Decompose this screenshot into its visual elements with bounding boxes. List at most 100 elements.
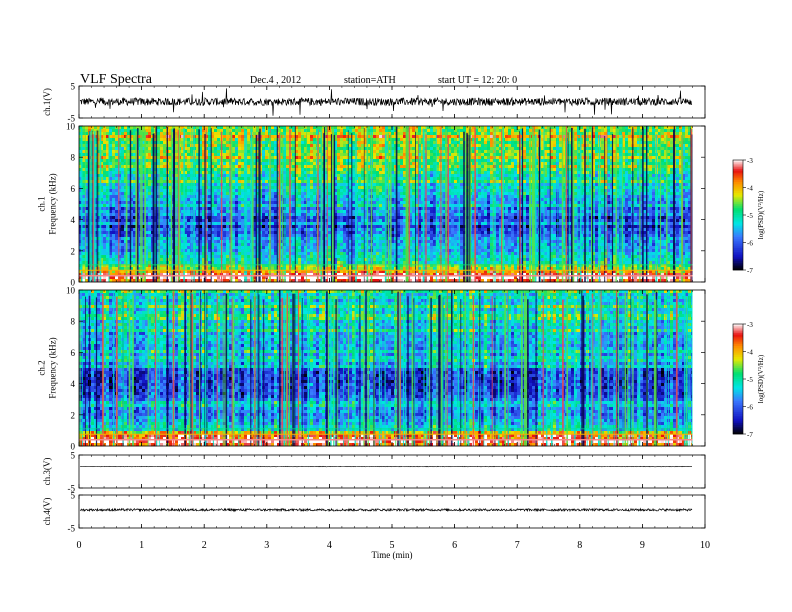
ch1-spectrogram-panel-cell [301, 153, 305, 157]
ch1-spectrogram-panel-cell [202, 144, 206, 148]
ch1-spectrogram-panel-cell [685, 147, 689, 151]
ch1-spectrogram-panel-cell [256, 162, 260, 166]
ch1-spectrogram-panel-cell [562, 153, 566, 157]
ch1-spectrogram-panel-cell [349, 129, 353, 133]
ch1-spectrogram-panel-cell [112, 189, 116, 193]
ch1-spectrogram-panel-cell [229, 141, 233, 145]
ch1-spectrogram-panel-cell [307, 132, 311, 136]
ch1-spectrogram-panel-cell [670, 168, 674, 172]
ch1-spectrogram-panel-cell [349, 135, 353, 139]
ch1-spectrogram-panel-cell [625, 126, 629, 130]
ch1-spectrogram-panel-cell [685, 153, 689, 157]
ch1-spectrogram-panel-cell [235, 129, 239, 133]
ch1-spectrogram-panel-cell [628, 180, 632, 184]
ch1-spectrogram-panel-cell [685, 171, 689, 175]
ch1-spectrogram-panel-cell [541, 165, 545, 169]
ch1-spectrogram-panel-cell [271, 165, 275, 169]
ch1-spectrogram-panel-cell [307, 177, 311, 181]
ch1-spectrogram-panel-cell [334, 156, 338, 160]
ch1-spectrogram-panel-cell [337, 138, 341, 142]
ch1-spectrogram-panel-cell [334, 132, 338, 136]
ch1-spectrogram-panel-cell [454, 195, 458, 199]
ch1-spectrogram-panel-cell [364, 144, 368, 148]
ch1-spectrogram-panel-cell [313, 162, 317, 166]
ch1-spectrogram-panel-cell [604, 159, 608, 163]
ch1-spectrogram-panel-cell [232, 165, 236, 169]
ch1-spectrogram-panel-cell [448, 159, 452, 163]
ch1-spectrogram-panel-cell [286, 162, 290, 166]
ch1-spectrogram-panel-cell [448, 132, 452, 136]
ch1-spectrogram-panel-cell [112, 129, 116, 133]
ch1-spectrogram-panel-cell [271, 192, 275, 196]
ch1-spectrogram-panel-cell [496, 126, 500, 130]
ch1-spectrogram-panel-cell [415, 165, 419, 169]
ch1-spectrogram-panel-cell [394, 156, 398, 160]
ch1-spectrogram-panel-cell [211, 147, 215, 151]
ch1-spectrogram-panel-cell [382, 126, 386, 130]
ch1-spectrogram-panel-cell [409, 147, 413, 151]
ch1-spectrogram-panel-cell [235, 174, 239, 178]
ch1-spectrogram-panel-cell [79, 126, 83, 130]
ch1-spectrogram-panel-cell [142, 150, 146, 154]
ch1-spectrogram-panel-cell [352, 177, 356, 181]
ch1-spectrogram-panel-cell [358, 150, 362, 154]
ch1-spectrogram-panel-cell [340, 192, 344, 196]
ch1-spectrogram-panel-cell [241, 132, 245, 136]
ch1-spectrogram-panel-cell [346, 126, 350, 130]
ch1-spectrogram-panel-cell [427, 174, 431, 178]
ch1-spectrogram-panel-cell [271, 171, 275, 175]
ch1-spectrogram-panel-cell [457, 144, 461, 148]
ch1-spectrogram-panel-cell [376, 174, 380, 178]
ch1-spectrogram-panel-cell [454, 129, 458, 133]
ch1-spectrogram-panel-cell [103, 174, 107, 178]
ch1-spectrogram-panel-cell [337, 126, 341, 130]
ch1-spectrogram-panel-cell [667, 126, 671, 130]
ch1-spectrogram-panel-cell [253, 141, 257, 145]
ch1-spectrogram-panel-cell [352, 162, 356, 166]
ch1-spectrogram-panel-cell [634, 189, 638, 193]
ch1-spectrogram-panel-cell [262, 126, 266, 130]
ch1-spectrogram-panel-cell [349, 132, 353, 136]
ch1-spectrogram-panel-cell [133, 165, 137, 169]
ch1-spectrogram-panel-cell [82, 129, 86, 133]
ch1-spectrogram-panel-cell [94, 126, 98, 130]
ch1-spectrogram-panel-cell [409, 138, 413, 142]
ch1-spectrogram-panel-cell [379, 165, 383, 169]
ch1-spectrogram-panel-cell [133, 129, 137, 133]
ch1-spectrogram-panel-cell [82, 156, 86, 160]
ch1-spectrogram-panel-cell [619, 156, 623, 160]
ch1-spectrogram-panel-cell [670, 174, 674, 178]
ch1-spectrogram-panel-cell [298, 189, 302, 193]
ch1-spectrogram-panel-cell [100, 126, 104, 130]
ch1-spectrogram-panel-cell [280, 159, 284, 163]
ch1-spectrogram-panel-cell [520, 147, 524, 151]
ch1-spectrogram-panel-cell [490, 141, 494, 145]
ch1-spectrogram-panel-cell [487, 162, 491, 166]
ch1-spectrogram-panel-cell [541, 138, 545, 142]
ch1-spectrogram-panel-cell [628, 183, 632, 187]
ch1-spectrogram-panel-cell [265, 180, 269, 184]
ch1-spectrogram-panel-cell [358, 189, 362, 193]
ch1-spectrogram-panel-cell [574, 132, 578, 136]
ch1-spectrogram-panel-cell [112, 159, 116, 163]
ch1-spectrogram-panel-cell [325, 150, 329, 154]
ch1-spectrogram-panel-cell [238, 147, 242, 151]
ch1-spectrogram-panel-cell [199, 126, 203, 130]
ch1-spectrogram-panel-cell [211, 135, 215, 139]
ch1-spectrogram-panel-cell [310, 192, 314, 196]
ch1-spectrogram-panel-cell [259, 126, 263, 130]
ch1-spectrogram-panel-cell [223, 129, 227, 133]
ch1-spectrogram-panel-cell [160, 144, 164, 148]
ch1-spectrogram-panel-cell [397, 177, 401, 181]
ch1-spectrogram-panel-cell [679, 138, 683, 142]
ch1-spectrogram-panel-cell [127, 141, 131, 145]
ch1-spectrogram-panel-cell [226, 168, 230, 172]
ch1-spectrogram-panel-cell [247, 159, 251, 163]
ch1-spectrogram-panel-cell [433, 153, 437, 157]
ch1-spectrogram-panel-cell [235, 168, 239, 172]
ch1-spectrogram-panel-cell [454, 189, 458, 193]
ch1-spectrogram-panel-cell [262, 156, 266, 160]
ch1-spectrogram-panel-cell [505, 186, 509, 190]
ch1-spectrogram-panel-cell [523, 132, 527, 136]
ch1-spectrogram-panel-cell [346, 183, 350, 187]
